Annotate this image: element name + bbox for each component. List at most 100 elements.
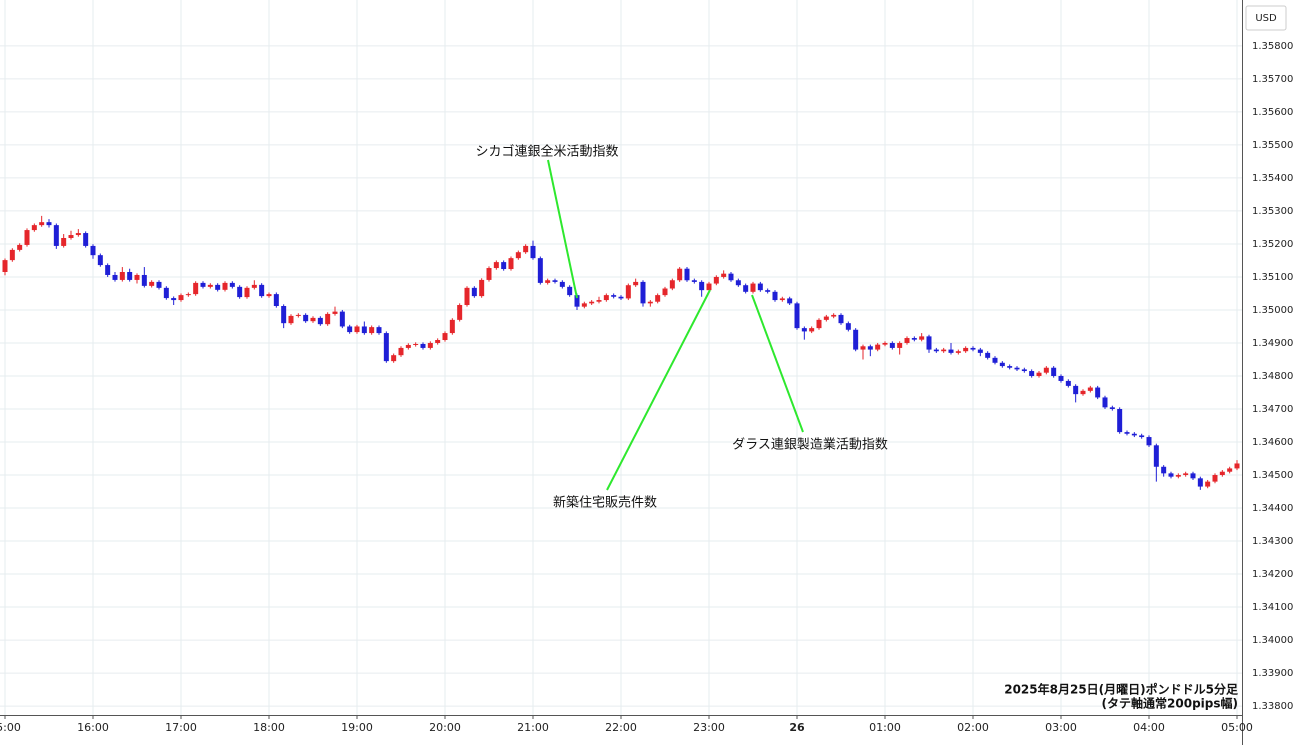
candle-body	[633, 281, 639, 286]
candle-body	[1197, 478, 1203, 487]
candle-body	[537, 258, 543, 283]
candle-body	[398, 347, 404, 356]
x-tick-label: 26	[789, 721, 805, 734]
candle-body	[1190, 473, 1196, 479]
y-tick-label: 1.34900	[1252, 338, 1293, 349]
candle-body	[809, 328, 815, 332]
candle-body	[743, 285, 749, 292]
candle-body	[1051, 367, 1057, 376]
candle-body	[383, 333, 389, 362]
y-tick-label: 1.34000	[1252, 635, 1293, 646]
y-tick-label: 1.34400	[1252, 503, 1293, 514]
candle-body	[1227, 468, 1233, 472]
candle-body	[413, 343, 419, 345]
candle-body	[303, 314, 309, 322]
candle-body	[574, 295, 580, 307]
candle-body	[31, 225, 37, 231]
candle-body	[684, 268, 690, 281]
x-tick-label: 01:00	[869, 721, 901, 734]
y-tick-label: 1.35500	[1252, 140, 1293, 151]
y-tick-label: 1.35300	[1252, 206, 1293, 217]
y-tick-label: 1.34800	[1252, 371, 1293, 382]
candle-body	[1161, 466, 1167, 474]
candle-body	[449, 319, 455, 334]
candle-body	[860, 346, 866, 350]
candle-body	[691, 280, 697, 282]
price-axis-panel	[1242, 0, 1300, 745]
candle-body	[1205, 481, 1211, 487]
candle-body	[992, 357, 998, 363]
annotation-line	[547, 159, 578, 299]
candle-body	[83, 233, 89, 246]
candle-body	[288, 315, 294, 324]
candle-body	[662, 288, 668, 296]
candle-body	[53, 225, 59, 246]
candle-body	[926, 336, 932, 350]
candle-body	[90, 245, 96, 256]
candle-body	[735, 280, 741, 286]
candle-body	[1065, 380, 1071, 386]
candle-body	[134, 274, 140, 280]
candle-body	[919, 336, 925, 340]
candle-body	[39, 222, 45, 226]
candle-body	[97, 255, 103, 266]
candle-body	[948, 349, 954, 353]
y-tick-label: 1.35200	[1252, 239, 1293, 250]
candle-body	[178, 295, 184, 301]
candle-body	[530, 245, 536, 259]
candle-body	[1029, 371, 1035, 376]
candle-body	[713, 276, 719, 284]
candle-body	[259, 284, 265, 297]
candle-body	[420, 343, 426, 348]
candle-body	[354, 326, 360, 333]
y-tick-label: 1.35600	[1252, 107, 1293, 118]
candle-body	[237, 286, 243, 298]
candle-body	[61, 238, 67, 246]
candle-body	[589, 301, 595, 304]
x-tick-label: 22:00	[605, 721, 637, 734]
candle-body	[149, 281, 155, 286]
candle-body	[838, 314, 844, 324]
candle-body	[493, 262, 499, 269]
y-tick-label: 1.35400	[1252, 173, 1293, 184]
candle-body	[999, 362, 1005, 367]
candle-body	[215, 284, 221, 290]
candle-body	[765, 290, 771, 292]
candle-body	[523, 245, 529, 253]
annotation-line	[751, 294, 804, 433]
y-tick-label: 1.34700	[1252, 404, 1293, 415]
candle-body	[559, 281, 565, 287]
candle-body	[200, 282, 206, 287]
candle-body	[156, 281, 162, 288]
candle-body	[757, 283, 763, 291]
candle-body	[479, 279, 485, 297]
annotation-line	[606, 289, 711, 491]
candle-body	[669, 280, 675, 289]
candle-body	[941, 349, 947, 352]
candle-body	[273, 294, 279, 307]
candle-body	[68, 235, 74, 239]
candle-body	[867, 346, 873, 350]
candle-body	[339, 311, 345, 327]
candle-body	[332, 311, 338, 314]
candle-body	[1124, 432, 1130, 434]
candle-body	[317, 317, 323, 325]
candle-body	[933, 349, 939, 352]
candle-body	[772, 291, 778, 301]
candle-body	[193, 282, 199, 295]
candle-body	[1117, 408, 1123, 433]
candle-body	[486, 268, 492, 280]
candle-body	[501, 262, 507, 270]
y-tick-label: 1.33800	[1252, 701, 1293, 712]
candle-body	[581, 303, 587, 307]
y-tick-label: 1.33900	[1252, 668, 1293, 679]
candle-body	[647, 301, 653, 304]
footnote: 2025年8月25日(月曜日)ポンドドル5分足	[1004, 682, 1238, 697]
candle-body	[779, 298, 785, 301]
candle-body	[141, 274, 147, 286]
candle-body	[244, 287, 250, 298]
candle-body	[391, 355, 397, 362]
y-tick-label: 1.35000	[1252, 305, 1293, 316]
x-tick-label: 03:00	[1045, 721, 1077, 734]
footnote: (タテ軸通常200pips幅)	[1102, 696, 1238, 711]
